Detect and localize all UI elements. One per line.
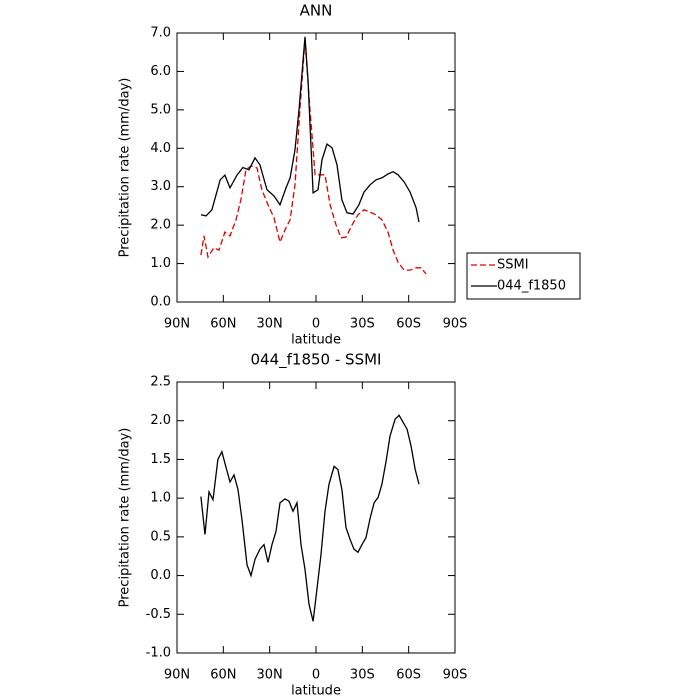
x-tick-label: 30N bbox=[257, 668, 283, 683]
y-tick-label: 4.0 bbox=[150, 141, 171, 156]
y-tick-label: 2.5 bbox=[150, 375, 171, 390]
x-tick-label: 60S bbox=[396, 317, 421, 332]
x-axis-label: latitude bbox=[291, 684, 341, 699]
x-tick-label: 60N bbox=[210, 317, 236, 332]
data-line bbox=[200, 39, 427, 275]
y-tick-label: 1.0 bbox=[150, 491, 171, 506]
y-tick-label: 1.0 bbox=[150, 256, 171, 271]
y-tick-label: 0.0 bbox=[150, 295, 171, 310]
x-tick-label: 90S bbox=[443, 317, 468, 332]
chart-title: 044_f1850 - SSMI bbox=[251, 351, 382, 370]
x-tick-label: 0 bbox=[312, 668, 320, 683]
y-axis-label: Precipitation rate (mm/day) bbox=[118, 78, 133, 258]
x-tick-label: 60N bbox=[210, 668, 236, 683]
y-tick-label: 0.0 bbox=[150, 568, 171, 583]
x-tick-label: 60S bbox=[396, 668, 421, 683]
x-tick-label: 0 bbox=[312, 317, 320, 332]
y-tick-label: 3.0 bbox=[150, 179, 171, 194]
x-tick-label: 90N bbox=[164, 668, 190, 683]
legend-label: SSMI bbox=[497, 258, 529, 273]
data-line bbox=[200, 414, 420, 622]
y-tick-label: 2.0 bbox=[150, 413, 171, 428]
y-tick-label: 2.0 bbox=[150, 218, 171, 233]
data-line bbox=[200, 36, 420, 223]
x-tick-label: 30N bbox=[257, 317, 283, 332]
x-axis-label: latitude bbox=[291, 333, 341, 348]
y-tick-label: 6.0 bbox=[150, 64, 171, 79]
y-tick-label: 1.5 bbox=[150, 452, 171, 467]
legend-label: 044_f1850 bbox=[497, 279, 566, 294]
y-axis-label: Precipitation rate (mm/day) bbox=[118, 428, 133, 608]
x-tick-label: 30S bbox=[350, 668, 375, 683]
x-tick-label: 90N bbox=[164, 317, 190, 332]
y-tick-label: 0.5 bbox=[150, 529, 171, 544]
y-tick-label: -1.0 bbox=[146, 646, 171, 661]
chart-title: ANN bbox=[300, 2, 333, 20]
legend-box bbox=[466, 252, 581, 300]
y-tick-label: 7.0 bbox=[150, 26, 171, 41]
y-tick-label: 5.0 bbox=[150, 102, 171, 117]
x-tick-label: 30S bbox=[350, 317, 375, 332]
plot-frame bbox=[176, 32, 456, 303]
y-tick-label: -0.5 bbox=[146, 607, 171, 622]
x-tick-label: 90S bbox=[443, 668, 468, 683]
plot-frame bbox=[176, 381, 456, 654]
